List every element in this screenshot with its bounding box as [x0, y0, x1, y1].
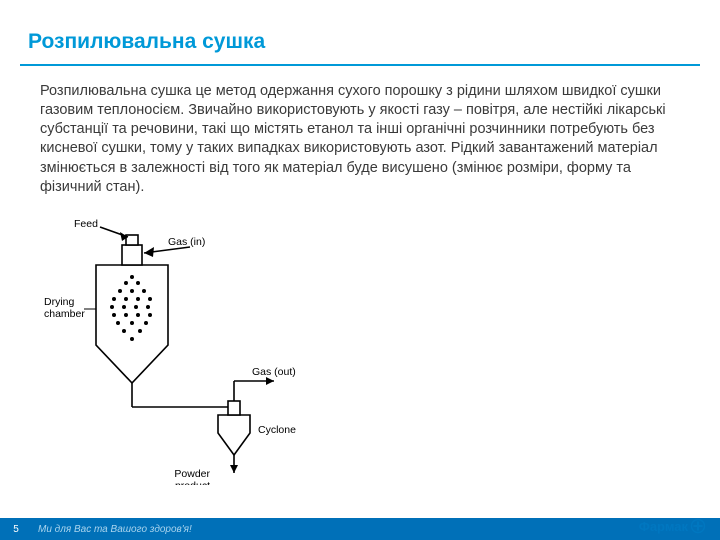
label-drying-2: chamber [44, 308, 85, 320]
atomizer-housing [122, 245, 142, 265]
label-gas-out: Gas (out) [252, 366, 296, 378]
powder-arrowhead [230, 465, 238, 473]
horizontal-rule [20, 64, 700, 66]
page-number: 5 [0, 524, 32, 535]
label-drying-1: Drying [44, 296, 75, 308]
cyclone-body [218, 415, 250, 455]
gas-out-arrowhead [266, 377, 274, 385]
slide: Розпилювальна сушка Розпилювальна сушка … [0, 0, 720, 540]
label-gas-in: Gas (in) [168, 236, 205, 248]
label-powder-2: product [175, 480, 210, 485]
label-feed: Feed [74, 218, 98, 230]
label-cyclone: Cyclone [258, 424, 296, 436]
footer-motto: Ми для Вас та Вашого здоров'я! [32, 524, 192, 535]
logo-cross-icon [690, 518, 706, 534]
body-paragraph: Розпилювальна сушка це метод одержання с… [40, 82, 680, 197]
cyclone-inlet [228, 401, 240, 415]
footer-bar: 5 Ми для Вас та Вашого здоров'я! [0, 518, 720, 540]
slide-title: Розпилювальна сушка [28, 30, 265, 54]
label-powder-1: Powder [174, 468, 210, 480]
spray-dryer-diagram: Feed Gas (in) Drying chamber Gas (out) C… [40, 215, 330, 485]
farmak-logo: Фармак [639, 518, 706, 534]
logo-text: Фармак [639, 519, 688, 534]
